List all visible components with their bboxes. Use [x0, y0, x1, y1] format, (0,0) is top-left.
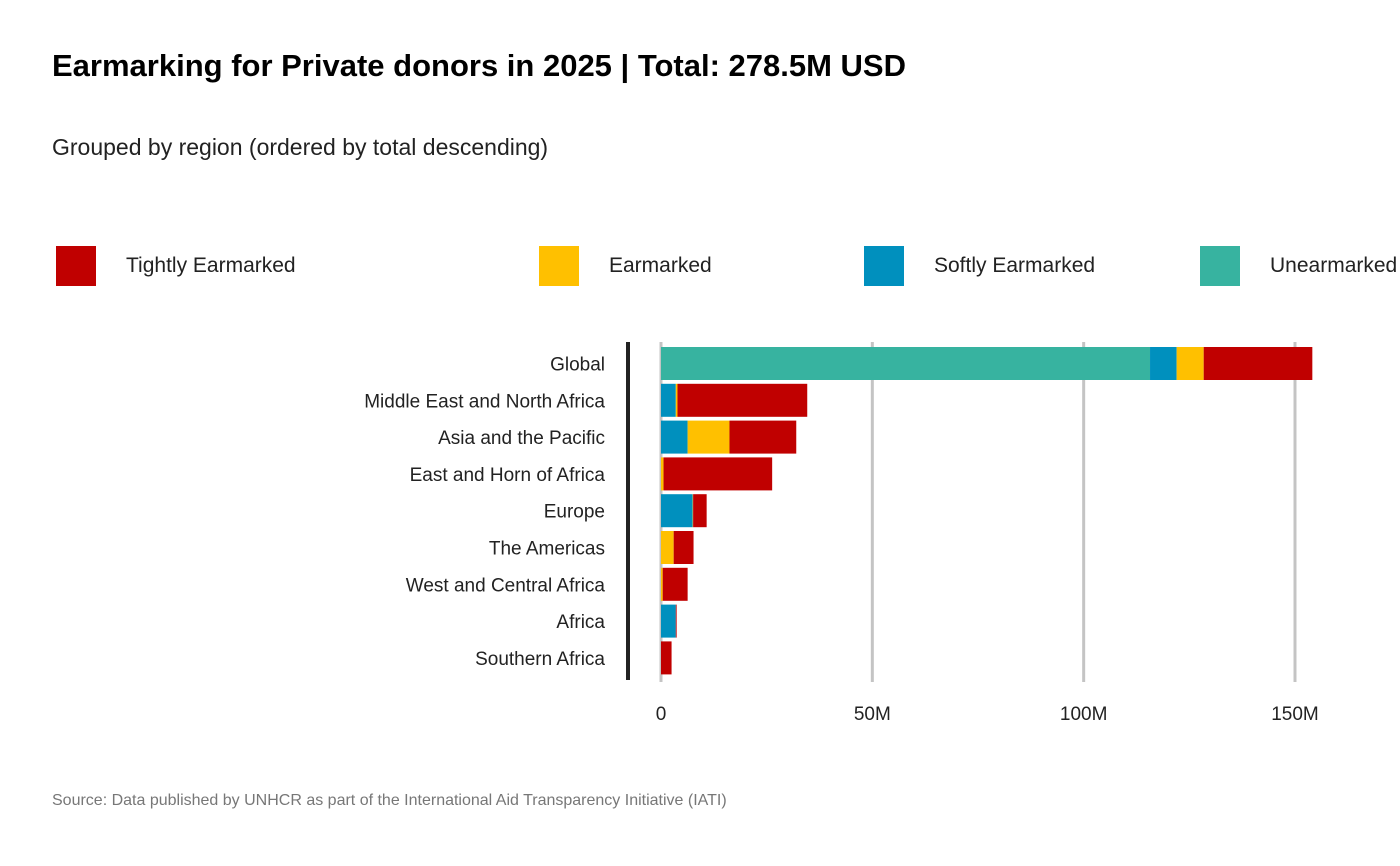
- legend-item-softly-earmarked: Softly Earmarked: [864, 246, 1095, 286]
- x-tick-label: 0: [656, 704, 667, 725]
- y-tick-label: East and Horn of Africa: [410, 465, 606, 486]
- x-tick-label: 100M: [1060, 704, 1108, 725]
- legend-swatch: [539, 246, 579, 286]
- bar-segment: [677, 383, 808, 417]
- y-tick-label: Asia and the Pacific: [438, 428, 605, 449]
- bar-segment: [675, 604, 677, 638]
- legend-swatch: [864, 246, 904, 286]
- bar-segment: [661, 641, 672, 675]
- legend-swatch: [1200, 246, 1240, 286]
- bar-segment: [673, 531, 694, 564]
- bar-segment: [693, 494, 707, 528]
- y-tick-label: Middle East and North Africa: [364, 391, 605, 412]
- bar-segment: [661, 604, 676, 638]
- bar-segment: [675, 383, 678, 417]
- legend-label: Unearmarked: [1270, 254, 1398, 277]
- legend-label: Earmarked: [609, 254, 712, 277]
- bar-segment: [661, 457, 664, 491]
- legend-item-unearmarked: Unearmarked: [1200, 246, 1397, 286]
- x-tick-label: 150M: [1271, 704, 1319, 725]
- y-tick-label: Europe: [544, 502, 605, 523]
- bar-segment: [661, 567, 663, 601]
- legend-swatch: [56, 246, 96, 286]
- y-tick-label: West and Central Africa: [406, 575, 606, 596]
- y-tick-label: Africa: [556, 612, 605, 633]
- bar-segment: [1203, 347, 1313, 380]
- bar-segment: [1176, 347, 1204, 380]
- legend-item-tightly-earmarked: Tightly Earmarked: [56, 246, 296, 286]
- legend-label: Tightly Earmarked: [126, 254, 296, 277]
- bar-segment: [661, 420, 688, 454]
- bar-segment: [729, 420, 797, 454]
- source-note: Source: Data published by UNHCR as part …: [52, 792, 727, 809]
- chart-title: Earmarking for Private donors in 2025 | …: [52, 48, 906, 83]
- bar-segment: [661, 383, 676, 417]
- legend-label: Softly Earmarked: [934, 254, 1096, 277]
- y-tick-label: Global: [550, 355, 605, 376]
- bar-segment: [687, 420, 730, 454]
- bar-segment: [1150, 347, 1177, 380]
- bar-segment: [661, 347, 1151, 380]
- x-tick-label: 50M: [854, 704, 891, 725]
- bar-segment: [662, 567, 688, 601]
- bar-segment: [661, 531, 674, 564]
- legend-item-earmarked: Earmarked: [539, 246, 712, 286]
- bar-segment: [661, 494, 693, 528]
- chart-subtitle: Grouped by region (ordered by total desc…: [52, 134, 549, 160]
- bar-segment: [663, 457, 773, 491]
- y-tick-label: Southern Africa: [475, 649, 605, 670]
- y-tick-label: The Americas: [489, 539, 605, 560]
